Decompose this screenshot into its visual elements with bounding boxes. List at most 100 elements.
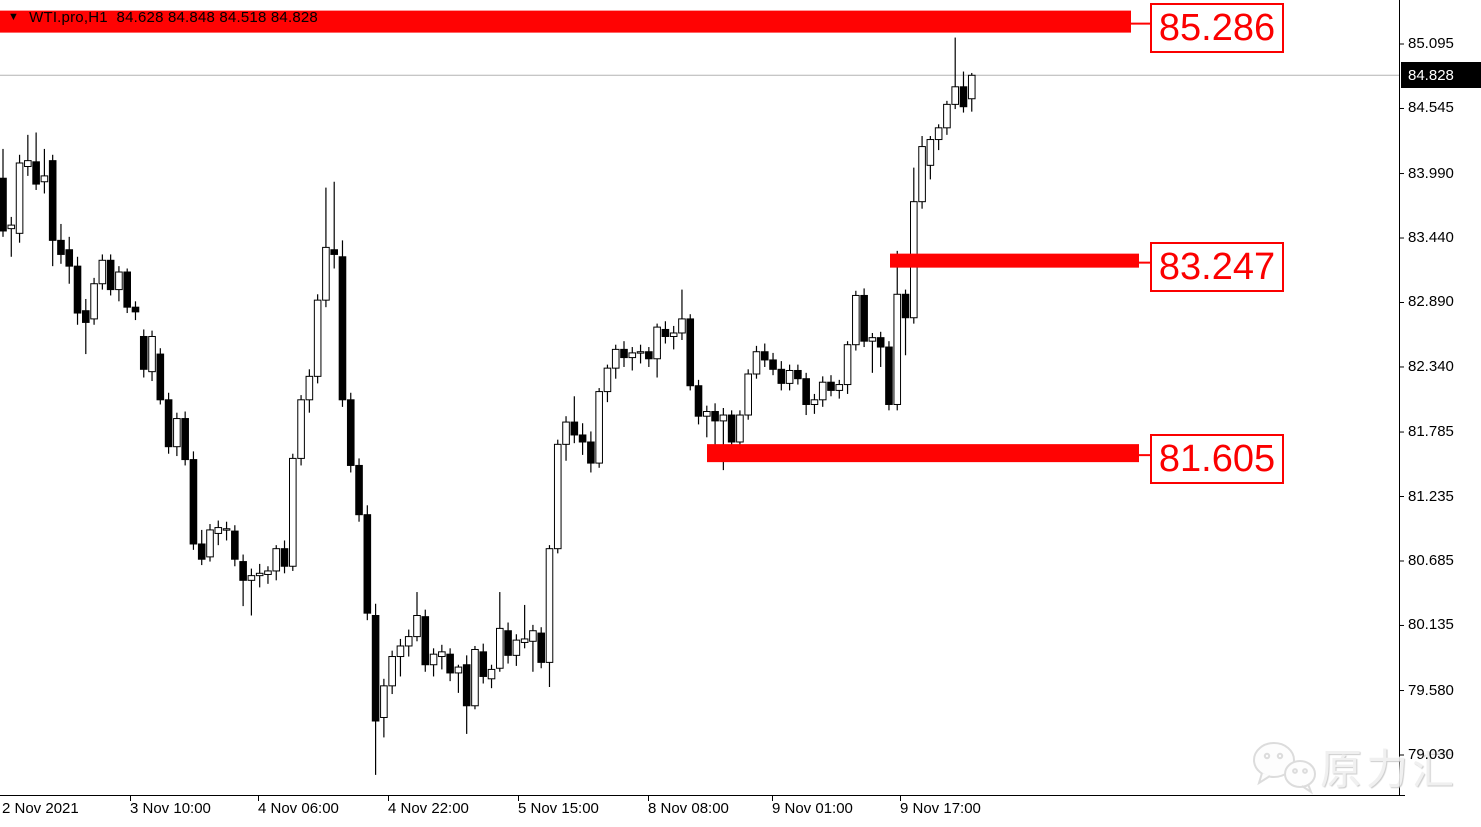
- candle-body: [471, 648, 479, 707]
- candle-body: [82, 310, 90, 323]
- candle-body: [636, 351, 645, 354]
- candle-body: [90, 283, 98, 320]
- candle-body: [181, 418, 189, 461]
- candle-body: [777, 368, 786, 384]
- candle-body: [860, 294, 868, 342]
- candle-body: [462, 664, 471, 707]
- y-axis-label: 85.095: [1408, 35, 1454, 52]
- candle-body: [951, 86, 960, 105]
- candle-body: [611, 348, 620, 369]
- candle-body: [727, 414, 736, 443]
- level-label-85286[interactable]: 85.286: [1150, 2, 1284, 53]
- symbol-timeframe: WTI.pro,H1: [29, 9, 108, 26]
- symbol-dropdown-icon[interactable]: ▼: [8, 11, 20, 23]
- level-label-83247[interactable]: 83.247: [1150, 241, 1284, 292]
- candle-body: [760, 351, 769, 361]
- candle-body: [322, 246, 330, 301]
- candle-body: [628, 352, 637, 359]
- candle-body: [404, 636, 413, 647]
- level-line-85.286[interactable]: [0, 10, 1131, 33]
- candle-body: [678, 318, 686, 334]
- candle-body: [123, 271, 132, 308]
- y-axis-label: 79.030: [1408, 746, 1454, 763]
- candle-body: [197, 543, 206, 560]
- candle-body: [371, 614, 380, 722]
- candle-body: [669, 332, 678, 337]
- candle-body: [587, 441, 595, 464]
- candle-body: [231, 530, 239, 560]
- x-axis-label: 8 Nov 08:00: [648, 800, 729, 817]
- candle-body: [926, 139, 935, 166]
- candle-body: [346, 399, 355, 466]
- x-axis-label: 4 Nov 06:00: [258, 800, 339, 817]
- candle-body: [429, 653, 438, 666]
- candle-body: [802, 378, 810, 405]
- candle-body: [901, 293, 910, 319]
- candle-body: [744, 373, 753, 416]
- y-axis-label: 83.440: [1408, 229, 1454, 247]
- candle-body: [703, 411, 711, 417]
- candle-body: [57, 239, 65, 255]
- candle-body: [843, 344, 852, 386]
- candle-body: [206, 529, 214, 558]
- candle-body: [380, 685, 388, 718]
- level-label-81605[interactable]: 81.605: [1150, 434, 1284, 485]
- y-axis-label: 83.990: [1408, 164, 1454, 182]
- candle-body: [959, 86, 968, 108]
- y-axis-label: 84.545: [1408, 99, 1454, 117]
- level-line-83.247[interactable]: [890, 253, 1139, 268]
- y-axis-label: 82.890: [1408, 293, 1454, 311]
- candle-body: [603, 367, 612, 393]
- candle-body: [363, 514, 372, 614]
- candle-body: [272, 548, 281, 572]
- x-axis-label: 3 Nov 10:00: [130, 800, 211, 817]
- candle-body: [0, 177, 7, 232]
- candle-body: [893, 293, 902, 405]
- wechat-bubbles-icon: [1253, 741, 1316, 795]
- candle-body: [868, 337, 877, 342]
- candle-body: [752, 351, 761, 375]
- candle-body: [769, 359, 777, 370]
- candle-body: [967, 74, 976, 100]
- candle-body: [686, 318, 695, 387]
- candle-body: [934, 127, 943, 141]
- x-axis-label: 4 Nov 22:00: [388, 800, 469, 817]
- x-axis-label: 2 Nov 2021: [2, 800, 79, 817]
- level-line-81.605[interactable]: [707, 444, 1139, 463]
- candle-body: [73, 265, 82, 314]
- y-axis-label: 80.135: [1408, 616, 1454, 634]
- candle-body: [496, 627, 504, 669]
- candle-body: [885, 346, 893, 405]
- candle-body: [570, 421, 579, 436]
- candle-body: [553, 443, 562, 550]
- candle-body: [653, 326, 661, 360]
- candle-body: [139, 335, 148, 370]
- candle-body: [330, 249, 338, 255]
- candle-body: [355, 464, 363, 516]
- candle-body: [421, 616, 430, 666]
- candle-body: [438, 651, 446, 658]
- candle-body: [338, 256, 347, 401]
- candle-body: [661, 328, 670, 337]
- candle-body: [537, 632, 546, 663]
- candle-body: [413, 614, 421, 638]
- candle-body: [280, 548, 289, 567]
- symbol-header: ▼ WTI.pro,H1 84.628 84.848 84.518 84.828: [8, 9, 318, 26]
- candle-body: [562, 421, 570, 445]
- candle-body: [189, 459, 198, 545]
- candle-body: [148, 335, 156, 373]
- candle-body: [504, 630, 512, 656]
- candle-body: [7, 224, 16, 230]
- candle-body: [918, 146, 926, 203]
- candle-body: [388, 656, 396, 687]
- candle-body: [48, 160, 57, 241]
- candle-body: [794, 369, 802, 380]
- candle-body: [24, 160, 32, 168]
- candle-body: [156, 353, 165, 401]
- candle-body: [98, 259, 107, 285]
- candle-body: [736, 414, 744, 443]
- candle-body: [512, 639, 521, 656]
- candle-body: [520, 638, 529, 643]
